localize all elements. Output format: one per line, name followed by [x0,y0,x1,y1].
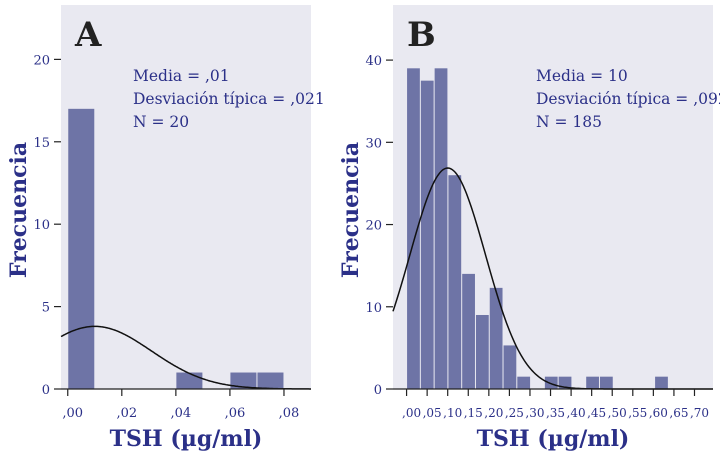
y-tick-label: 15 [33,136,50,151]
x-tick-label: ,50 [608,406,627,420]
stats-line: Media = 10 [536,67,628,85]
panel-a: 0 5 10 15 20 ,00 ,02 ,04 ,06 ,08 A Media = ,01 Desvi… [6,5,325,452]
panel-label: A [74,15,102,55]
histogram-bar [257,372,284,389]
x-tick-label: ,60 [649,406,668,420]
histogram-bar [599,376,613,389]
x-tick-label: ,04 [171,406,192,421]
y-axis-label: Frecuencia [338,142,364,278]
y-axis-label: Frecuencia [6,142,32,278]
x-tick-label: ,65 [669,406,688,420]
stats-line: N = 185 [536,113,602,131]
x-tick-label: ,06 [225,406,246,421]
x-tick-label: ,40 [567,406,586,420]
panel-b: 0 10 20 30 40 ,00,05,10,15,20,25,30,35,40,45,… [338,5,720,452]
y-tick-label: 30 [365,136,382,151]
histogram-bar [544,376,558,389]
histogram-bar [68,108,95,390]
y-tick-label: 0 [42,383,50,398]
x-tick-label: ,02 [116,406,137,421]
x-tick-label: ,30 [525,406,544,420]
histogram-bar [462,273,475,389]
y-tick-label: 20 [365,219,382,234]
y-tick-label: 20 [33,53,50,68]
stats-line: Desviación típica = ,021 [133,90,325,108]
histogram-bar [475,314,489,389]
y-tick-label: 10 [365,301,382,316]
x-tick-label: ,00 [62,406,83,421]
stats-line: Desviación típica = ,092 [536,90,720,108]
panel-label: B [407,15,436,55]
x-tick-label: ,00 [402,406,421,420]
x-tick-label: ,45 [587,406,606,420]
y-tick-label: 5 [42,301,50,316]
histogram-bar [503,345,517,389]
x-tick-label: ,15 [464,406,483,420]
histogram-bar [655,376,668,389]
histogram-bar [586,376,599,389]
x-tick-label: ,25 [505,406,524,420]
x-axis-label: TSH (µg/ml) [110,426,263,452]
y-tick-label: 40 [365,54,382,69]
histogram-bar [230,372,257,389]
x-tick-label: ,70 [690,406,709,420]
x-tick-label: ,05 [423,406,442,420]
histogram-bar [420,80,434,390]
histogram-bar [407,68,420,390]
x-tick-label: ,10 [443,406,462,420]
x-tick-label: ,55 [628,406,647,420]
histogram-bar [489,287,503,389]
x-tick-label: ,20 [484,406,503,420]
y-tick-label: 10 [33,218,50,233]
plot-area [61,5,311,389]
histogram-bar [517,376,531,389]
x-axis-label: TSH (µg/ml) [477,426,630,452]
histogram-bar [448,175,462,389]
y-tick-label: 0 [374,383,382,398]
stats-line: N = 20 [133,113,189,131]
histogram-bar [176,372,203,389]
x-tick-label: ,35 [546,406,565,420]
x-tick-label: ,08 [279,406,300,421]
stats-line: Media = ,01 [133,67,230,85]
histogram-bar [434,68,448,390]
